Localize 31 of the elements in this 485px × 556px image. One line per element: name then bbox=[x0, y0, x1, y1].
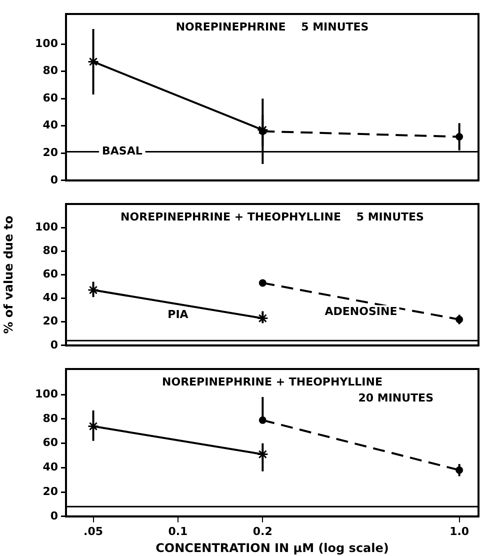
y-tick-label: 60 bbox=[42, 436, 58, 450]
y-tick-label: 100 bbox=[35, 387, 58, 400]
y-tick-label: 0 bbox=[50, 338, 58, 352]
text: NOREPINEPHRINE + THEOPHYLLINE bbox=[162, 375, 382, 388]
text: 20 MINUTES bbox=[358, 391, 434, 404]
text: NOREPINEPHRINE + THEOPHYLLINE 5 MINUTES bbox=[120, 210, 424, 224]
x-tick-label: 0.2 bbox=[252, 524, 272, 538]
y-tick-label: 60 bbox=[42, 91, 58, 104]
y-tick-label: 0 bbox=[50, 509, 58, 522]
x-tick-label: 0.1 bbox=[168, 524, 188, 538]
y-tick-label: 80 bbox=[42, 244, 58, 257]
x-axis-title: CONCENTRATION IN μM (log scale) bbox=[156, 540, 389, 555]
y-tick-label: 80 bbox=[42, 412, 58, 425]
y-tick-label: 20 bbox=[42, 484, 58, 498]
y-axis-title: % of value due to bbox=[1, 216, 16, 334]
y-tick-label: 100 bbox=[35, 220, 58, 234]
y-tick-label: 40 bbox=[42, 291, 58, 304]
x-tick-label: .05 bbox=[84, 524, 104, 538]
text: NOREPINEPHRINE 5 MINUTES bbox=[176, 20, 369, 34]
series-label: ADENOSINE bbox=[324, 305, 398, 318]
y-tick-label: 40 bbox=[42, 460, 58, 474]
y-tick-label: 0 bbox=[50, 173, 58, 186]
y-tick-label: 60 bbox=[42, 268, 58, 281]
x-tick-label: 1.0 bbox=[450, 524, 470, 538]
y-tick-label: 20 bbox=[42, 146, 58, 159]
y-tick-label: 80 bbox=[42, 64, 58, 78]
y-tick-label: 20 bbox=[42, 314, 58, 328]
ref-line-label: BASAL bbox=[102, 144, 142, 158]
y-tick-label: 100 bbox=[35, 36, 58, 50]
series-label: PIA bbox=[168, 308, 189, 322]
y-tick-label: 40 bbox=[42, 118, 58, 132]
